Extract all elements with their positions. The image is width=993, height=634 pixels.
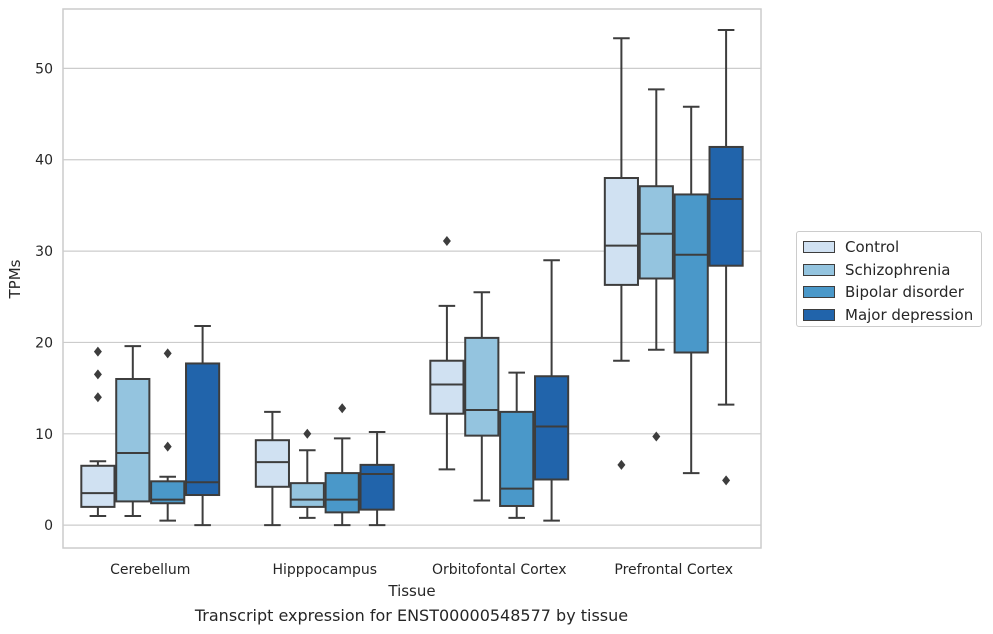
box-major-depression [359, 430, 395, 527]
box-iqr [115, 377, 151, 503]
x-tick-label: Orbitofontal Cortex [432, 562, 567, 578]
chart-caption: Transcript expression for ENST0000054857… [194, 606, 629, 625]
box-bipolar-disorder [150, 348, 186, 522]
y-tick-label: 10 [35, 427, 53, 443]
outlier-point [338, 403, 347, 414]
outlier-point [442, 236, 451, 247]
box-iqr [324, 472, 360, 514]
outlier-point [722, 475, 731, 486]
box-schizophrenia [289, 428, 325, 519]
x-tick-label: Hipppocampus [272, 562, 377, 578]
legend-item: Bipolar disorder [803, 281, 981, 304]
y-tick-label: 0 [44, 518, 53, 534]
outlier-point [652, 431, 661, 442]
box-iqr [254, 439, 290, 488]
x-tick-label: Cerebellum [110, 562, 190, 578]
outlier-point [163, 441, 172, 452]
box-schizophrenia [464, 291, 500, 502]
box-iqr [708, 145, 744, 267]
x-axis-label: Tissue [387, 582, 435, 600]
y-tick-label: 20 [35, 335, 53, 351]
legend: Control Schizophrenia Bipolar disorder Majo… [796, 231, 982, 327]
box-control [254, 410, 290, 527]
outlier-point [163, 348, 172, 359]
outlier-point [93, 392, 102, 403]
box-bipolar-disorder [673, 105, 709, 475]
box-control [80, 346, 116, 518]
outlier-point [93, 369, 102, 380]
box-iqr [289, 482, 325, 508]
box-schizophrenia [638, 88, 674, 442]
outlier-point [303, 428, 312, 439]
legend-item: Control [803, 236, 981, 259]
legend-swatch [803, 308, 835, 321]
legend-label: Schizophrenia [845, 260, 951, 279]
x-tick-label: Prefrontal Cortex [614, 562, 733, 578]
box-bipolar-disorder [499, 371, 535, 519]
box-control [603, 37, 639, 470]
box-iqr [185, 362, 221, 497]
box-control [429, 236, 465, 471]
box-iqr [150, 480, 186, 505]
box-iqr [80, 464, 116, 508]
box-iqr [429, 359, 465, 415]
y-tick-label: 40 [35, 153, 53, 169]
legend-label: Bipolar disorder [845, 283, 964, 302]
box-major-depression [185, 325, 221, 527]
legend-item: Major depression [803, 304, 981, 327]
y-axis-label: TPMs [6, 259, 24, 299]
box-series [80, 29, 744, 527]
legend-swatch [803, 241, 835, 254]
box-iqr [638, 185, 674, 280]
box-iqr [359, 463, 395, 511]
legend-label: Major depression [845, 305, 974, 324]
legend-swatch [803, 263, 835, 276]
x-tick-labels: Cerebellum Hipppocampus Orbitofontal Corte… [110, 562, 733, 578]
legend-item: Schizophrenia [803, 259, 981, 282]
plot-frame [62, 8, 762, 549]
box-bipolar-disorder [324, 403, 360, 527]
legend-label: Control [845, 238, 900, 257]
outlier-point [617, 459, 626, 470]
box-iqr [534, 375, 570, 481]
grid-lines [63, 67, 761, 526]
box-major-depression [534, 259, 570, 522]
box-iqr [499, 410, 535, 507]
y-tick-label: 50 [35, 61, 53, 77]
box-iqr [603, 177, 639, 286]
y-tick-label: 30 [35, 244, 53, 260]
legend-swatch [803, 286, 835, 299]
box-iqr [464, 336, 500, 437]
box-major-depression [708, 29, 744, 486]
box-iqr [673, 193, 709, 354]
y-tick-labels: 0 10 20 30 40 50 [35, 61, 53, 534]
box-schizophrenia [115, 345, 151, 518]
outlier-point [93, 346, 102, 357]
